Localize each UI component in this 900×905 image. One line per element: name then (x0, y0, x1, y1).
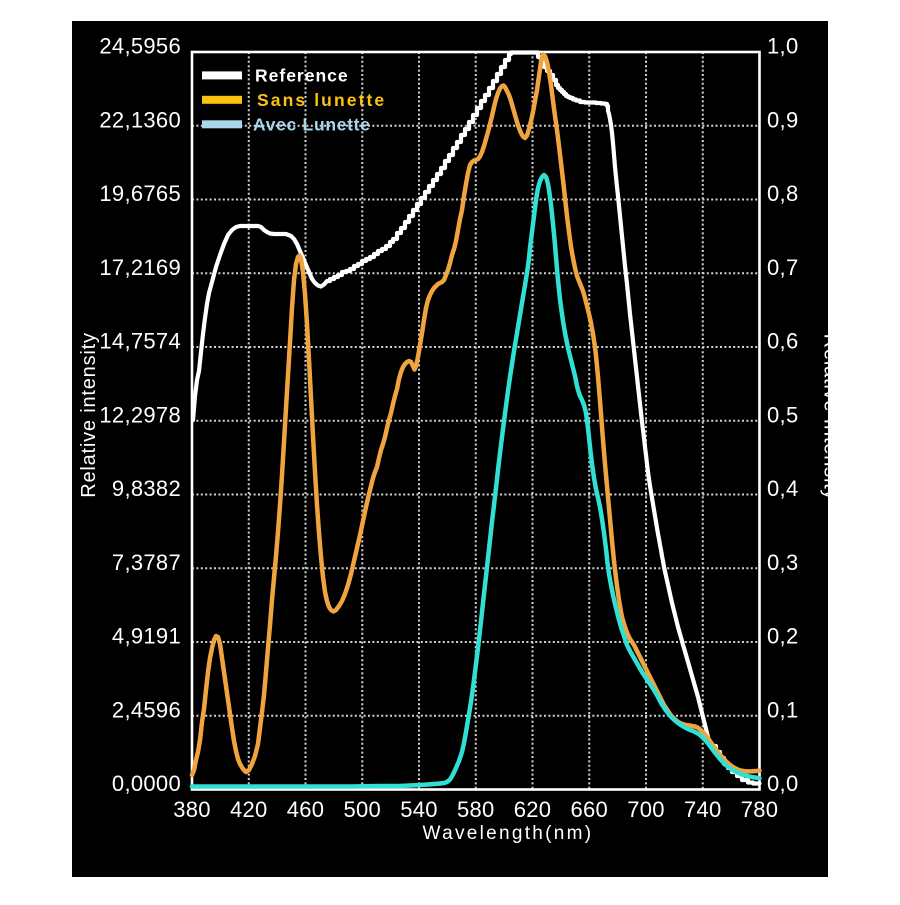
svg-text:0,9: 0,9 (767, 107, 798, 132)
svg-text:540: 540 (400, 797, 438, 822)
svg-text:740: 740 (684, 797, 722, 822)
svg-text:0,0000: 0,0000 (112, 771, 181, 796)
svg-text:9,8382: 9,8382 (112, 476, 181, 501)
svg-text:500: 500 (343, 797, 381, 822)
svg-text:0,0: 0,0 (767, 771, 798, 796)
svg-text:22,1360: 22,1360 (99, 107, 181, 132)
svg-text:0,8: 0,8 (767, 181, 798, 206)
svg-text:1,0: 1,0 (767, 34, 798, 59)
svg-text:580: 580 (457, 797, 495, 822)
svg-text:2,4596: 2,4596 (112, 697, 181, 722)
svg-text:660: 660 (570, 797, 608, 822)
svg-text:12,2978: 12,2978 (99, 402, 181, 427)
svg-text:0,3: 0,3 (767, 550, 798, 575)
svg-text:420: 420 (230, 797, 268, 822)
svg-text:620: 620 (514, 797, 552, 822)
svg-text:0,4: 0,4 (767, 476, 798, 501)
svg-text:24,5956: 24,5956 (99, 34, 181, 59)
svg-text:0,1: 0,1 (767, 697, 798, 722)
svg-text:7,3787: 7,3787 (112, 550, 181, 575)
svg-text:Wavelength(nm): Wavelength(nm) (423, 823, 594, 844)
svg-text:0,7: 0,7 (767, 255, 798, 280)
svg-text:14,7574: 14,7574 (99, 329, 181, 354)
svg-text:Reference: Reference (255, 66, 349, 86)
svg-text:380: 380 (173, 797, 211, 822)
svg-text:Relative intensity: Relative intensity (78, 332, 100, 498)
svg-text:0,6: 0,6 (767, 329, 798, 354)
svg-text:Sans lunette: Sans lunette (257, 90, 386, 110)
svg-text:780: 780 (741, 797, 779, 822)
svg-text:Relative Intensity: Relative Intensity (820, 334, 842, 501)
svg-text:0,5: 0,5 (767, 402, 798, 427)
svg-text:700: 700 (627, 797, 665, 822)
svg-text:17,2169: 17,2169 (99, 255, 181, 280)
svg-text:4,9191: 4,9191 (112, 624, 181, 649)
svg-text:0,2: 0,2 (767, 624, 798, 649)
svg-text:Avec Lunette: Avec Lunette (253, 115, 371, 135)
svg-text:460: 460 (287, 797, 325, 822)
svg-text:19,6765: 19,6765 (99, 181, 181, 206)
